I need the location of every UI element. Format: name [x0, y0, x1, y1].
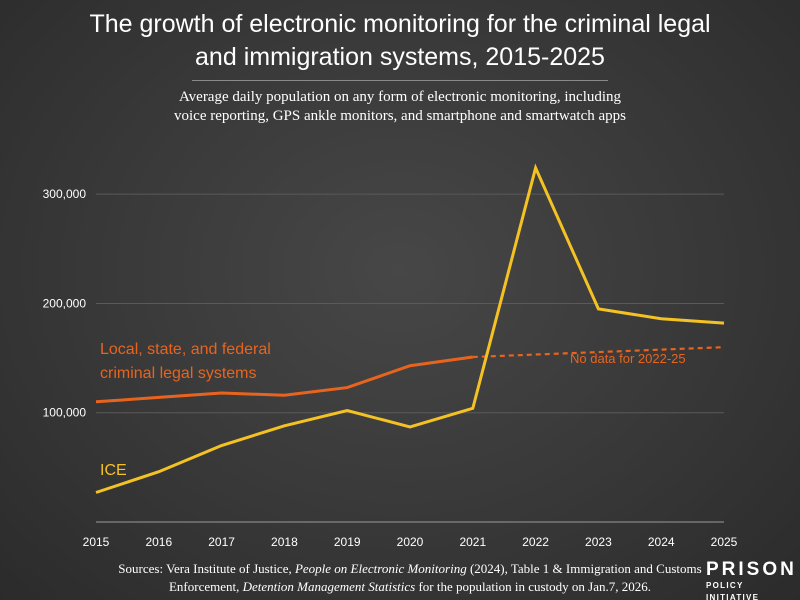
x-tick-label: 2015	[83, 535, 110, 549]
x-tick-label: 2019	[334, 535, 361, 549]
source-text: for the population in custody on Jan.7, …	[415, 579, 651, 594]
x-tick-label: 2021	[459, 535, 486, 549]
series-line-1	[95, 163, 725, 494]
chart-title-line: and immigration systems, 2015-2025	[195, 43, 605, 71]
x-tick-label: 2018	[271, 535, 298, 549]
annotations: Local, state, and federal criminal legal …	[100, 341, 686, 479]
logo-text: PRISON	[706, 559, 797, 580]
x-tick-label: 2024	[648, 535, 675, 549]
source-text: Sources: Vera Institute of Justice,	[118, 561, 295, 576]
x-tick-label: 2025	[711, 535, 738, 549]
chart-source: Sources: Vera Institute of Justice, Peop…	[100, 560, 720, 596]
source-text: (2024), Table 1 & Immigration and Custom…	[168, 561, 702, 594]
prison-policy-initiative-logo: PRISON POLICY INITIATIVE	[706, 560, 796, 600]
logo-text: POLICY INITIATIVE	[706, 581, 760, 600]
projection-label: No data for 2022-25	[570, 351, 686, 366]
x-tick-label: 2020	[397, 535, 424, 549]
chart-subtitle: Average daily population on any form of …	[0, 88, 800, 126]
y-tick-label: 200,000	[43, 296, 87, 310]
projection-line	[472, 346, 725, 359]
y-tick-label: 300,000	[43, 187, 87, 201]
series-line-0	[95, 355, 474, 404]
x-tick-label: 2016	[145, 535, 172, 549]
series-label-criminal-legal: Local, state, and federal	[100, 341, 271, 358]
series-lines	[95, 163, 725, 494]
chart-subtitle-line: Average daily population on any form of …	[178, 89, 622, 105]
axis: 100,000 200,000 300,000 2015 2016 2017 2018 201…	[43, 187, 738, 549]
chart-subtitle-line: voice reporting, GPS ankle monitors, and…	[174, 108, 626, 124]
series-label-ice: ICE	[100, 462, 127, 479]
series-label-criminal-legal: criminal legal systems	[100, 365, 256, 382]
title-divider	[192, 80, 608, 81]
x-tick-label: 2022	[522, 535, 549, 549]
y-tick-label: 100,000	[43, 406, 87, 420]
chart-title: The growth of electronic monitoring for …	[0, 8, 800, 74]
source-work-title: Detention Management Statistics	[242, 579, 416, 594]
x-tick-label: 2017	[208, 535, 235, 549]
x-tick-label: 2023	[585, 535, 612, 549]
chart-title-line: The growth of electronic monitoring for …	[89, 10, 711, 38]
source-work-title: People on Electronic Monitoring	[294, 561, 467, 576]
grid-lines	[96, 193, 724, 414]
